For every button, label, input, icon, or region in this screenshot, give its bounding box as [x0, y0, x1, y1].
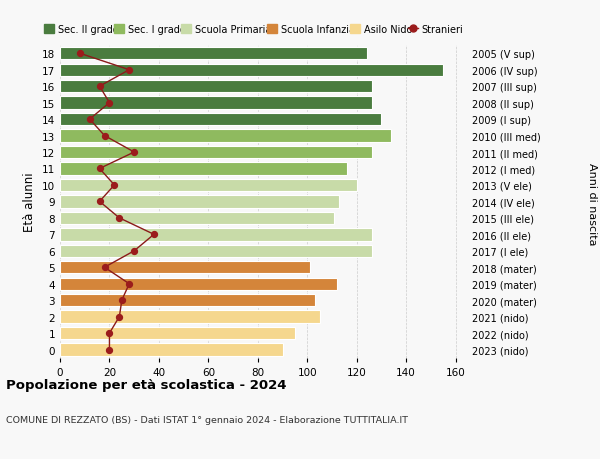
Bar — [60, 130, 391, 142]
Bar — [60, 344, 283, 356]
Point — [115, 215, 124, 222]
Text: Anni di nascita: Anni di nascita — [587, 163, 597, 246]
Bar — [60, 278, 337, 290]
Point — [95, 198, 104, 206]
Point — [110, 182, 119, 189]
Bar — [60, 48, 367, 60]
Bar — [60, 97, 371, 110]
Bar — [60, 196, 340, 208]
Point — [75, 50, 85, 58]
Point — [124, 280, 134, 288]
Point — [95, 83, 104, 90]
Bar — [60, 114, 382, 126]
Point — [100, 133, 109, 140]
Bar — [60, 229, 371, 241]
Point — [115, 313, 124, 321]
Bar — [60, 212, 334, 224]
Bar — [60, 179, 357, 192]
Point — [104, 330, 114, 337]
Bar — [60, 245, 371, 257]
Bar — [60, 311, 320, 323]
Point — [149, 231, 159, 239]
Point — [100, 264, 109, 271]
Text: Popolazione per età scolastica - 2024: Popolazione per età scolastica - 2024 — [6, 379, 287, 392]
Bar — [60, 262, 310, 274]
Point — [117, 297, 127, 304]
Point — [95, 165, 104, 173]
Point — [124, 67, 134, 74]
Bar — [60, 327, 295, 340]
Point — [104, 346, 114, 353]
Text: COMUNE DI REZZATO (BS) - Dati ISTAT 1° gennaio 2024 - Elaborazione TUTTITALIA.IT: COMUNE DI REZZATO (BS) - Dati ISTAT 1° g… — [6, 415, 408, 425]
Point — [104, 100, 114, 107]
Y-axis label: Età alunni: Età alunni — [23, 172, 37, 232]
Point — [130, 149, 139, 157]
Bar — [60, 163, 347, 175]
Bar — [60, 294, 314, 307]
Bar — [60, 64, 443, 77]
Bar — [60, 81, 371, 93]
Point — [85, 116, 94, 123]
Legend: Sec. II grado, Sec. I grado, Scuola Primaria, Scuola Infanzia, Asilo Nido, Stran: Sec. II grado, Sec. I grado, Scuola Prim… — [44, 25, 463, 35]
Point — [130, 247, 139, 255]
Bar — [60, 146, 371, 159]
